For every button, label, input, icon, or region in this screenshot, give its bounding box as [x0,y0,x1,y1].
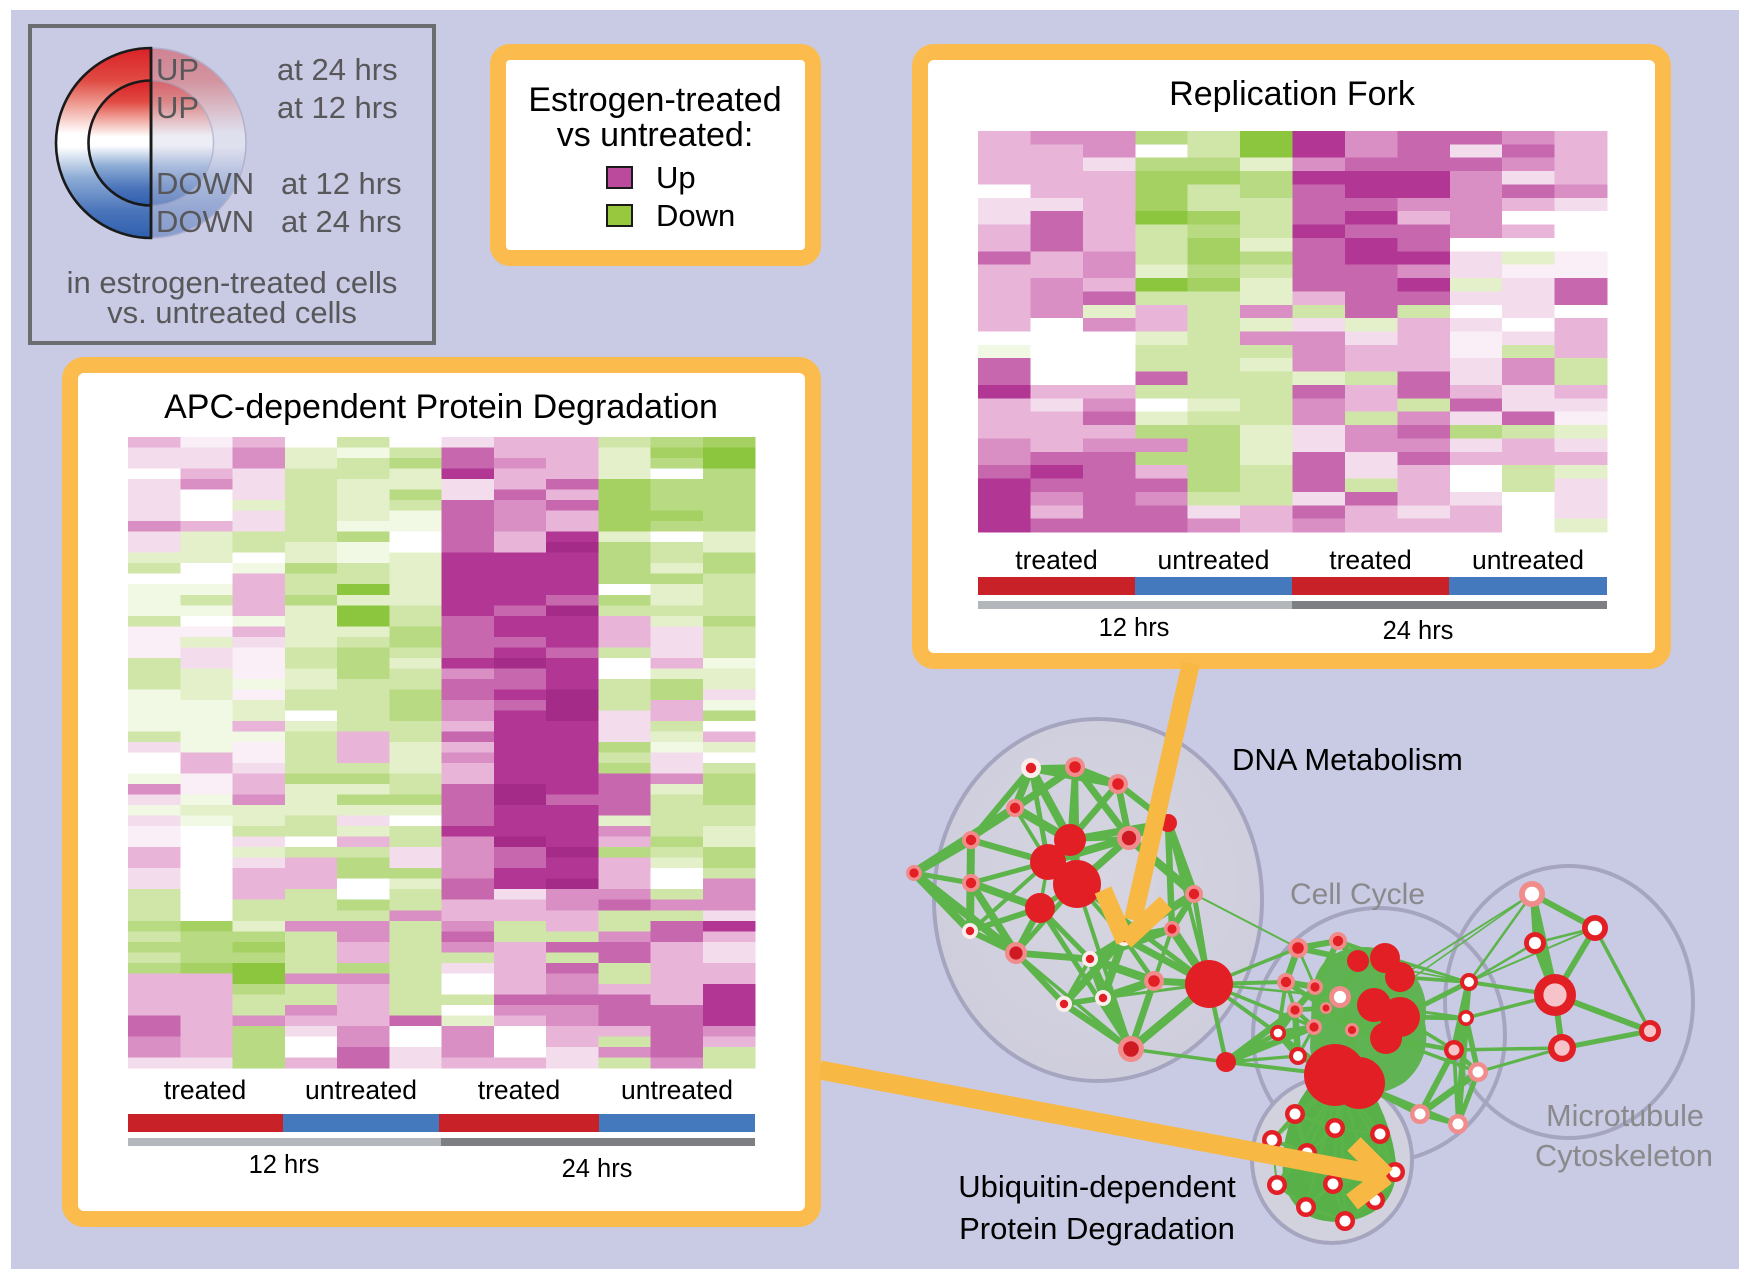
svg-text:12 hrs: 12 hrs [249,1151,320,1179]
svg-text:untreated: untreated [1158,545,1270,575]
svg-text:treated: treated [1015,545,1098,575]
svg-text:untreated: untreated [1472,545,1584,575]
svg-text:24 hrs: 24 hrs [562,1155,633,1183]
svg-text:vs. untreated cells: vs. untreated cells [107,295,357,330]
svg-text:in estrogen-treated cells: in estrogen-treated cells [67,265,398,300]
svg-text:Replication Fork: Replication Fork [1169,75,1416,113]
svg-text:UP: UP [156,90,199,125]
svg-text:vs untreated:: vs untreated: [557,116,754,154]
svg-text:Cell Cycle: Cell Cycle [1290,878,1425,911]
svg-text:at 12 hrs: at 12 hrs [277,90,398,125]
svg-text:24 hrs: 24 hrs [1383,617,1454,645]
svg-text:Ubiquitin-dependent: Ubiquitin-dependent [958,1169,1236,1204]
svg-text:DNA Metabolism: DNA Metabolism [1232,742,1463,777]
svg-text:Microtubule: Microtubule [1546,1099,1704,1133]
svg-text:12 hrs: 12 hrs [1099,614,1170,642]
svg-text:UP: UP [156,52,199,87]
svg-text:Estrogen-treated: Estrogen-treated [528,81,781,119]
svg-text:untreated: untreated [305,1075,417,1105]
svg-text:treated: treated [478,1075,561,1105]
svg-text:treated: treated [164,1075,247,1105]
svg-text:treated: treated [1329,545,1412,575]
svg-text:APC-dependent Protein Degradat: APC-dependent Protein Degradation [164,388,718,426]
svg-text:at 24 hrs: at 24 hrs [277,52,398,87]
svg-text:Down: Down [656,198,735,233]
svg-text:DOWN: DOWN [156,166,254,201]
svg-text:Protein Degradation: Protein Degradation [959,1211,1235,1246]
svg-text:Cytoskeleton: Cytoskeleton [1535,1138,1713,1173]
svg-text:untreated: untreated [621,1075,733,1105]
svg-text:at 24 hrs: at 24 hrs [281,204,402,239]
svg-text:Up: Up [656,160,696,195]
svg-text:DOWN: DOWN [156,204,254,239]
svg-text:at 12 hrs: at 12 hrs [281,166,402,201]
